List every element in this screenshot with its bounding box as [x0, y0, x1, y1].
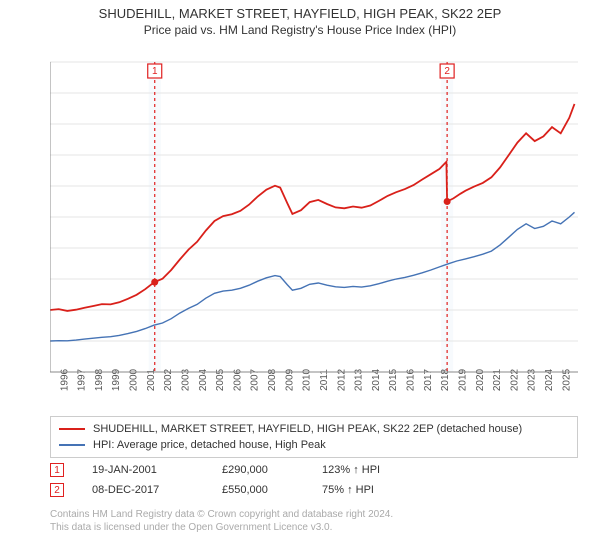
- transaction-row: 1 19-JAN-2001£290,000123% ↑ HPI: [50, 460, 578, 480]
- sale-point: [151, 279, 158, 286]
- marker-number: 1: [152, 66, 158, 77]
- transaction-marker: 2: [50, 483, 64, 497]
- transaction-date: 19-JAN-2001: [92, 464, 222, 476]
- transactions-table: 1 19-JAN-2001£290,000123% ↑ HPI 2 08-DEC-20…: [50, 460, 578, 500]
- chart-svg: £0£100K£200K£300K£400K£500K£600K£700K£80…: [50, 54, 580, 406]
- transaction-price: £290,000: [222, 464, 322, 476]
- footer-line-2: This data is licensed under the Open Gov…: [50, 521, 578, 534]
- transaction-pct: 75% ↑ HPI: [322, 484, 422, 496]
- legend-label: HPI: Average price, detached house, High…: [93, 439, 326, 451]
- series-property: [50, 104, 575, 311]
- chart-title: SHUDEHILL, MARKET STREET, HAYFIELD, HIGH…: [0, 0, 600, 21]
- footer-attribution: Contains HM Land Registry data © Crown c…: [50, 508, 578, 534]
- chart-subtitle: Price paid vs. HM Land Registry's House …: [0, 23, 600, 37]
- legend-row: SHUDEHILL, MARKET STREET, HAYFIELD, HIGH…: [59, 421, 569, 437]
- transaction-row: 2 08-DEC-2017£550,00075% ↑ HPI: [50, 480, 578, 500]
- transaction-marker: 1: [50, 463, 64, 477]
- transaction-date: 08-DEC-2017: [92, 484, 222, 496]
- legend-label: SHUDEHILL, MARKET STREET, HAYFIELD, HIGH…: [93, 423, 522, 435]
- transaction-pct: 123% ↑ HPI: [322, 464, 422, 476]
- marker-number: 2: [444, 66, 450, 77]
- sale-point: [444, 198, 451, 205]
- legend: SHUDEHILL, MARKET STREET, HAYFIELD, HIGH…: [50, 416, 578, 458]
- series-hpi: [50, 212, 575, 341]
- legend-swatch: [59, 444, 85, 446]
- chart-plot: £0£100K£200K£300K£400K£500K£600K£700K£80…: [50, 54, 580, 406]
- legend-row: HPI: Average price, detached house, High…: [59, 437, 569, 453]
- chart-container: SHUDEHILL, MARKET STREET, HAYFIELD, HIGH…: [0, 0, 600, 560]
- legend-swatch: [59, 428, 85, 430]
- footer-line-1: Contains HM Land Registry data © Crown c…: [50, 508, 578, 521]
- transaction-price: £550,000: [222, 484, 322, 496]
